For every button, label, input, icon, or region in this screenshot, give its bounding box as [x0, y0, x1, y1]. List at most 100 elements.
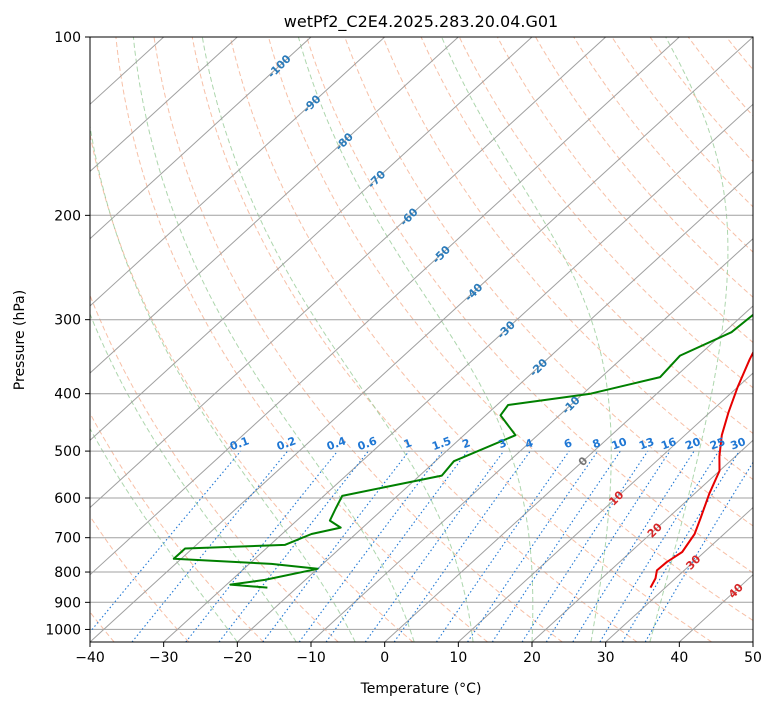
- mixing-ratio-line: [90, 450, 242, 633]
- isotherm-line: [90, 37, 238, 173]
- moist-adiabat-line: [297, 37, 534, 642]
- x-tick-label: −20: [223, 650, 253, 666]
- dry-adiabat-line: [90, 293, 339, 642]
- y-tick-label: 800: [54, 565, 81, 581]
- mixing-ratio-label: 4: [523, 436, 535, 451]
- dry-adiabat-line: [115, 37, 488, 642]
- mixing-ratio-line: [545, 450, 671, 642]
- x-axis-label: Temperature (°C): [360, 681, 482, 697]
- mixing-ratio-line: [467, 450, 599, 642]
- y-tick-label: 600: [54, 491, 81, 507]
- y-axis-label: Pressure (hPa): [12, 290, 28, 390]
- mixing-ratio-line: [435, 450, 570, 642]
- background-lines: [90, 37, 775, 642]
- contour-labels: 0.1 0.2 0.4 0.6 1 1.5 2 3 4 6 8 10 13 16 20 25 30-100-90…: [228, 52, 748, 601]
- dry-adiabat-line: [649, 37, 753, 163]
- dry-adiabat-line: [726, 37, 753, 71]
- isotherm-line: [457, 372, 753, 642]
- dry-adiabat-line: [458, 37, 753, 389]
- x-tick-label: 0: [380, 650, 389, 666]
- moist-adiabat-line: [649, 37, 729, 642]
- dry-adiabat-line: [382, 37, 753, 481]
- x-tick-label: −30: [149, 650, 179, 666]
- mixing-ratio-label: 10: [610, 435, 629, 453]
- x-tick-label: 40: [670, 650, 688, 666]
- y-tick-label: 700: [54, 531, 81, 547]
- mixing-ratio-line: [325, 450, 468, 642]
- moist-adiabat-line: [90, 123, 356, 642]
- x-tick-label: −40: [75, 650, 105, 666]
- moist-adiabat-line: [90, 427, 238, 642]
- dry-adiabat-line: [765, 37, 775, 642]
- mixing-ratio-label: 2: [460, 436, 472, 451]
- dry-adiabat-line: [496, 37, 753, 344]
- dry-adiabat-line: [229, 37, 712, 642]
- mixing-ratio-label: 0.4: [325, 434, 348, 453]
- x-tick-label: 10: [449, 650, 467, 666]
- isotherm-line: [531, 439, 753, 642]
- mixing-ratio-label: 3: [497, 436, 509, 451]
- mixing-ratio-label: 20: [683, 435, 702, 453]
- mixing-ratio-line: [262, 450, 410, 642]
- mixing-ratio-line: [491, 450, 621, 642]
- dry-adiabat-line: [90, 515, 190, 642]
- mixing-ratio-line: [599, 450, 720, 642]
- x-axis: −40 −30 −20 −10 0 10 20 30 40 50: [75, 642, 762, 666]
- isotherm-line: [90, 37, 680, 576]
- isotherm-line: [310, 237, 753, 642]
- moist-adiabat-line: [132, 37, 415, 642]
- isotherm-line: [90, 37, 607, 509]
- mixing-ratio-line: [185, 450, 339, 642]
- mixing-ratio-label: 1: [402, 436, 414, 451]
- x-tick-label: 50: [744, 650, 762, 666]
- temperature-profile-line: [649, 350, 753, 589]
- moist-adiabat-line: [201, 37, 474, 642]
- series-lines: [172, 313, 753, 589]
- mixing-ratio-line: [621, 450, 740, 642]
- mixing-ratio-label: 1.5: [430, 434, 453, 453]
- x-tick-label: 20: [523, 650, 541, 666]
- mixing-ratio-label: 6: [562, 436, 574, 451]
- dry-adiabat-line: [268, 37, 753, 622]
- mixing-ratio-label: 0.1: [228, 434, 251, 453]
- mixing-ratio-label: 16: [659, 435, 678, 453]
- dry-adiabat-line: [344, 37, 753, 527]
- mixing-ratio-label: 25: [708, 435, 727, 452]
- isotherm-line: [90, 37, 753, 642]
- plot-frame: [89, 36, 754, 643]
- mixing-ratio-label: 0.2: [275, 434, 298, 453]
- isotherm-line: [90, 37, 459, 374]
- mixing-ratio-label: 0.6: [356, 434, 379, 453]
- dry-adiabat-line: [191, 37, 638, 642]
- mixing-ratio-label: 8: [591, 436, 603, 451]
- dry-adiabat-line: [535, 37, 753, 298]
- mixing-ratio-line: [364, 450, 505, 642]
- moist-adiabat-line: [441, 37, 612, 642]
- y-axis: 100 200 300 400 500 600 700 800 900 1000: [45, 30, 90, 638]
- y-tick-label: 400: [54, 387, 81, 403]
- dry-adiabat-line: [90, 131, 414, 642]
- isotherm-line: [163, 103, 753, 642]
- mixing-ratio-label: 13: [637, 435, 656, 452]
- dewpoint-profile-line: [172, 313, 753, 589]
- chart-title: wetPf2_C2E4.2025.283.20.04.G01: [284, 12, 558, 32]
- dry-adiabat-line: [687, 37, 753, 117]
- isotherm-line: [605, 506, 753, 642]
- y-tick-label: 1000: [45, 622, 81, 638]
- isotherm-line: [752, 641, 753, 642]
- y-tick-label: 100: [54, 30, 81, 46]
- x-tick-label: 30: [597, 650, 615, 666]
- mixing-ratio-line: [572, 450, 695, 642]
- isotherm-line: [90, 37, 312, 240]
- isotherm-line: [90, 37, 386, 307]
- y-tick-label: 500: [54, 444, 81, 460]
- mixing-ratio-line: [131, 450, 289, 642]
- isotherm-line: [236, 170, 753, 642]
- mixing-ratio-label: 30: [729, 435, 748, 453]
- x-tick-label: −10: [296, 650, 326, 666]
- dry-adiabat-line: [306, 37, 753, 574]
- y-tick-label: 200: [54, 208, 81, 224]
- mixing-ratio-line: [644, 461, 753, 642]
- dry-adiabat-line: [573, 37, 753, 253]
